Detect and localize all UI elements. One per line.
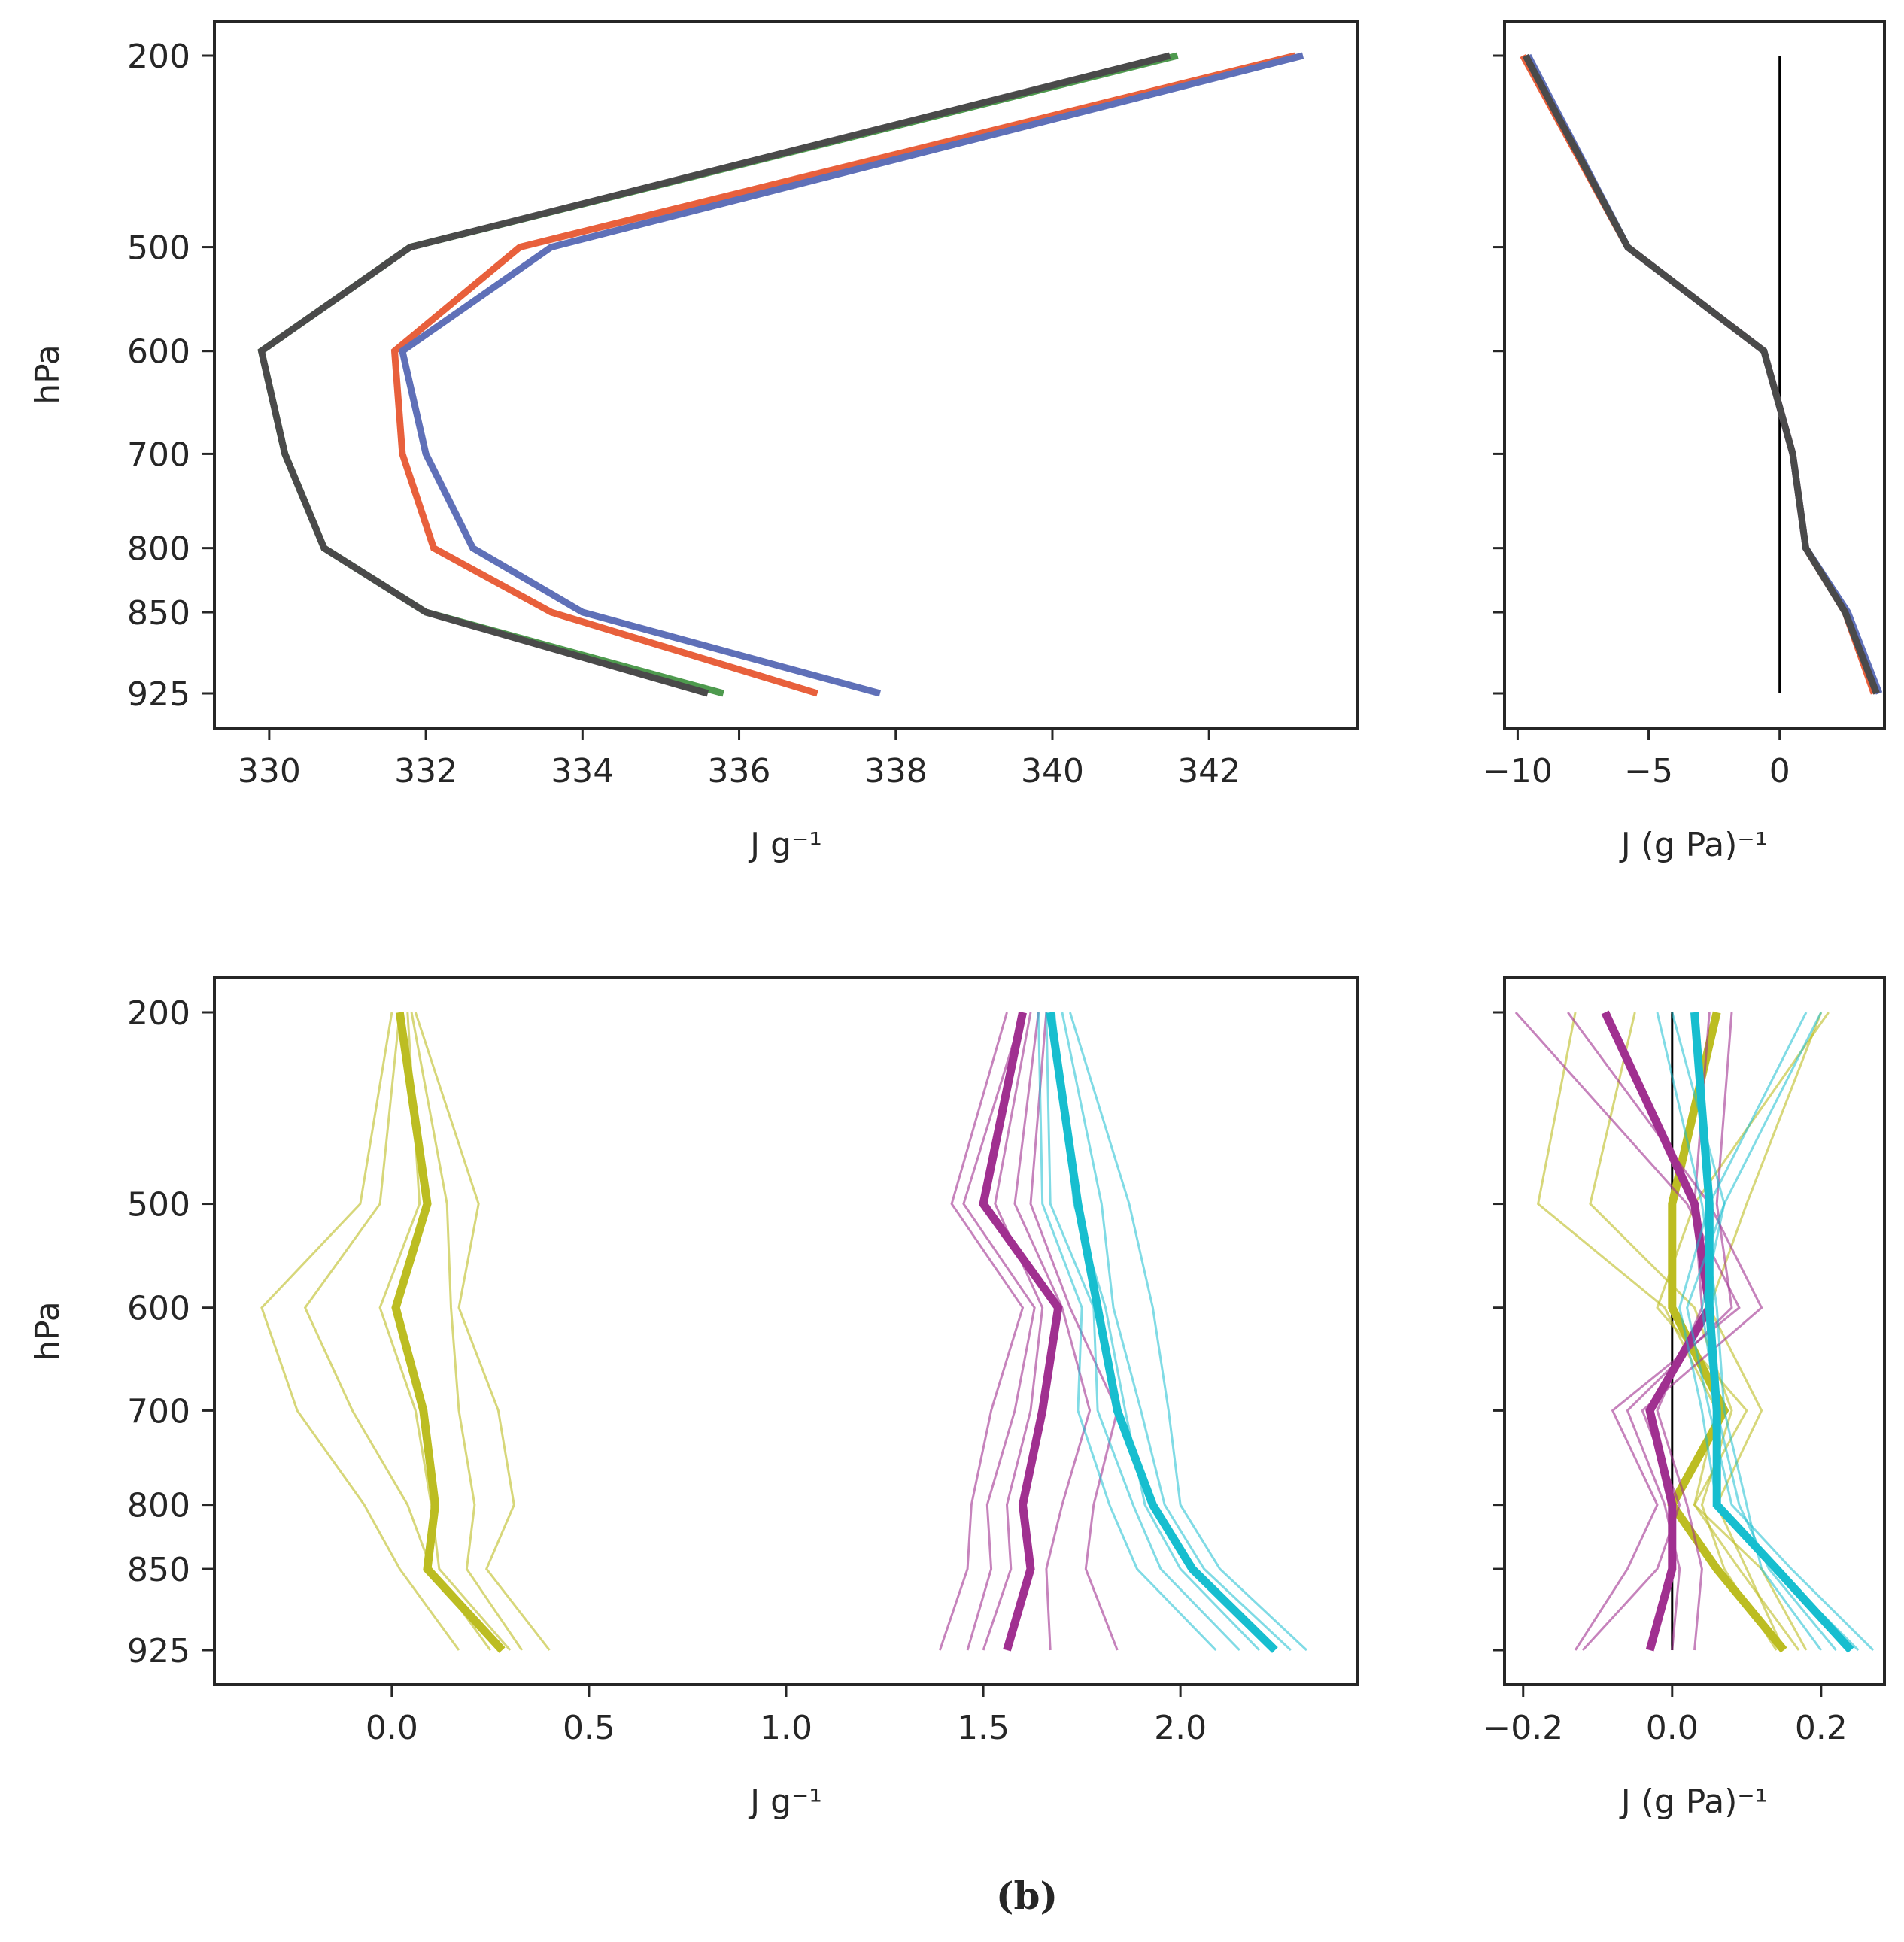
series-line-cyan-mean — [1690, 1012, 1854, 1653]
series-line-magenta-member-2 — [962, 1012, 1036, 1651]
series-line-yellow-member-2 — [303, 1012, 492, 1651]
x-axis-label: J g⁻¹ — [748, 826, 822, 864]
y-tick-label: 700 — [127, 435, 190, 474]
x-tick-label: 330 — [238, 752, 301, 790]
series-line-blue — [1525, 53, 1883, 695]
axes-frame — [1503, 976, 1886, 1686]
x-tick-label: 0.0 — [366, 1709, 418, 1747]
series-line-cyan-member-4 — [1061, 1012, 1292, 1652]
x-tick-label: 340 — [1021, 752, 1084, 790]
series-line-magenta-member-1 — [938, 1012, 1025, 1651]
y-tick-label: 850 — [127, 1551, 190, 1589]
series-line-cyan-member-2 — [1045, 1012, 1240, 1652]
series-line-magenta-mean — [1601, 1010, 1714, 1652]
series-line-magenta-member-3 — [982, 1012, 1044, 1651]
plot-area — [260, 1011, 1307, 1653]
series-line-yellow-member-2 — [1589, 1012, 1778, 1651]
series-line-cyan-mean — [1046, 1012, 1278, 1653]
x-tick-label: 1.0 — [760, 1709, 812, 1747]
series-line-darkgray — [257, 52, 1171, 697]
figure-caption: (b) — [996, 1874, 1058, 1918]
series-line-darkgray — [1522, 53, 1880, 695]
panel-bottom-left: 0.0 0.5 1.0 1.5 2.0 200 500 600 700 800 850 925 J g⁻… — [29, 976, 1359, 1821]
y-axis-label: hPa — [29, 344, 67, 404]
series-line-red — [390, 52, 1296, 697]
y-tick-label: 850 — [127, 594, 190, 633]
panel-top-right: −10 −5 0J (g Pa)⁻¹ — [1483, 20, 1886, 864]
series-line-yellow-member-1 — [260, 1012, 460, 1651]
y-tick-label: 500 — [127, 1186, 190, 1224]
series-line-yellow-member-3 — [378, 1012, 512, 1651]
axes-frame — [213, 976, 1359, 1686]
x-tick-label: 334 — [551, 752, 614, 790]
plot-area — [1514, 1010, 1875, 1653]
series-line-yellow-member-4 — [1708, 1012, 1823, 1651]
y-tick-label: 925 — [127, 675, 190, 714]
x-tick-label: 2.0 — [1154, 1709, 1207, 1747]
y-tick-label: 600 — [127, 333, 190, 372]
series-line-blue — [398, 52, 1304, 697]
series-line-magenta-member-2 — [1566, 1012, 1763, 1652]
x-axis-label: J g⁻¹ — [748, 1783, 822, 1821]
x-tick-label: 342 — [1177, 752, 1240, 790]
x-tick-label: −5 — [1624, 752, 1673, 790]
plot-area — [1520, 53, 1883, 695]
y-tick-label: 600 — [127, 1290, 190, 1328]
series-line-cyan-member-1 — [1037, 1012, 1217, 1652]
series-line-yellow-member-5 — [414, 1012, 551, 1651]
x-axis-label: J (g Pa)⁻¹ — [1619, 826, 1769, 864]
x-tick-label: 0.0 — [1646, 1709, 1699, 1747]
series-line-magenta-member-4 — [1013, 1012, 1092, 1651]
plot-area — [257, 52, 1304, 697]
y-tick-label: 200 — [127, 994, 190, 1033]
y-tick-label: 500 — [127, 229, 190, 268]
y-tick-label: 800 — [127, 1487, 190, 1525]
y-tick-label: 925 — [127, 1632, 190, 1670]
axes-frame — [1503, 20, 1886, 730]
series-line-magenta-mean — [979, 1011, 1063, 1652]
series-line-cyan-member-5 — [1068, 1012, 1307, 1652]
x-tick-label: 336 — [708, 752, 771, 790]
y-axis-label: hPa — [29, 1301, 67, 1361]
panel-bottom-right: −0.2 0.0 0.2 J (g Pa)⁻¹ — [1483, 976, 1886, 1821]
y-tick-label: 200 — [127, 38, 190, 76]
x-tick-label: −0.2 — [1483, 1709, 1563, 1747]
x-axis-label: J (g Pa)⁻¹ — [1619, 1783, 1769, 1821]
series-line-cyan-member-3 — [1656, 1012, 1823, 1651]
x-tick-label: 338 — [864, 752, 928, 790]
panel-top-left: 330 332 334 336 338 340 342 200 500 600 700 800 850 9… — [29, 20, 1359, 864]
x-tick-label: 0 — [1769, 752, 1790, 790]
series-line-yellow-member-4 — [410, 1012, 524, 1651]
x-tick-label: −10 — [1483, 752, 1553, 790]
x-tick-label: 0.2 — [1795, 1709, 1848, 1747]
axes-frame — [213, 20, 1359, 730]
y-tick-label: 700 — [127, 1392, 190, 1431]
series-line-magenta-member-1 — [1514, 1012, 1741, 1651]
y-tick-label: 800 — [127, 530, 190, 569]
series-line-yellow-mean — [391, 1012, 506, 1653]
x-tick-label: 0.5 — [563, 1709, 615, 1747]
x-tick-label: 332 — [394, 752, 457, 790]
series-line-magenta-member-3 — [1626, 1012, 1733, 1651]
x-tick-label: 1.5 — [957, 1709, 1010, 1747]
